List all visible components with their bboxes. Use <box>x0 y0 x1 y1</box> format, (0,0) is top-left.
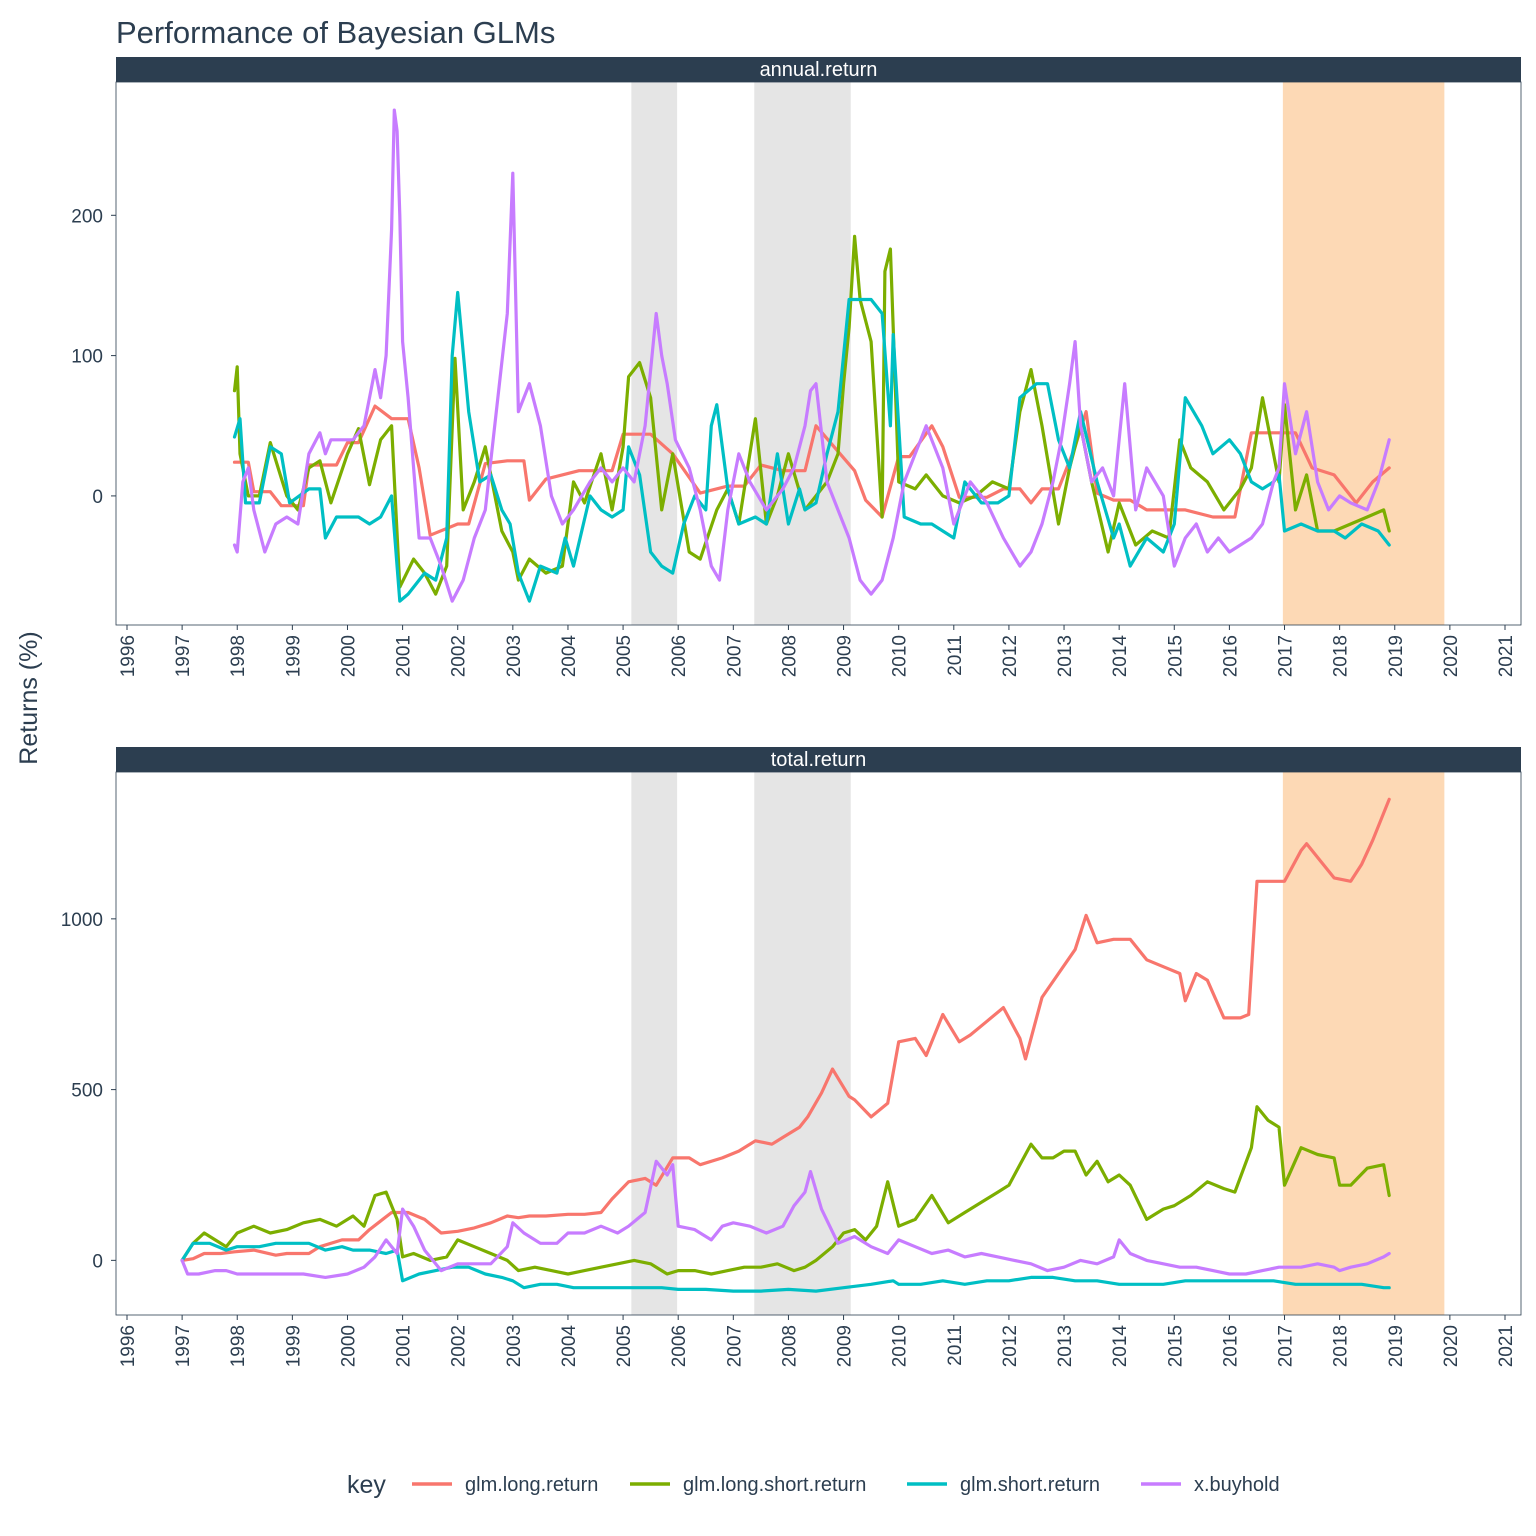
x-tick-label: 2010 <box>890 1325 911 1367</box>
x-tick-label: 2000 <box>338 1325 359 1367</box>
x-tick-label: 2014 <box>1110 1325 1131 1368</box>
x-tick-label: 1996 <box>118 635 139 677</box>
y-tick-label: 100 <box>71 347 103 368</box>
x-tick-label: 2012 <box>1000 1325 1021 1367</box>
legend: key glm.long.return glm.long.short.return… <box>347 1471 1280 1499</box>
panel-total.return: total.return 0 500 1000 1996 1997 1998 1999 2000… <box>61 747 1522 1368</box>
shaded-region-2 <box>754 82 851 625</box>
x-tick-label: 2001 <box>394 635 415 677</box>
x-tick-label: 2008 <box>779 1325 800 1367</box>
x-tick-label: 2004 <box>559 1325 580 1368</box>
x-tick-label: 1999 <box>283 1325 304 1367</box>
x-tick-label: 2000 <box>338 635 359 677</box>
x-tick-label: 2001 <box>394 1325 415 1367</box>
x-tick-label: 2012 <box>1000 635 1021 677</box>
y-tick-label: 500 <box>71 1081 103 1102</box>
y-tick-label: 200 <box>71 206 103 227</box>
x-tick-label: 2004 <box>559 635 580 678</box>
x-tick-label: 2021 <box>1496 1325 1517 1367</box>
x-tick-label: 1998 <box>228 635 249 677</box>
x-tick-label: 2003 <box>504 1325 525 1367</box>
series-line-x-buyhold <box>180 1159 1391 1280</box>
x-tick-label: 2018 <box>1331 1325 1352 1367</box>
facet-strip <box>116 747 1521 772</box>
x-tick-label: 2020 <box>1441 1325 1462 1367</box>
x-tick-label: 2016 <box>1220 635 1241 677</box>
x-tick-label: 2016 <box>1220 1325 1241 1367</box>
x-tick-label: 1999 <box>283 635 304 677</box>
series-line-glm-long-short-return <box>232 234 1391 596</box>
x-tick-label: 2010 <box>890 635 911 677</box>
series-line-glm-short-return <box>180 1241 1391 1293</box>
chart-title: Performance of Bayesian GLMs <box>116 15 555 50</box>
shaded-region-3 <box>1282 772 1445 1315</box>
x-tick-label: 2005 <box>614 1325 635 1367</box>
facet-panels: annual.return 0 100 200 1996 1997 1998 1999 2000… <box>61 57 1522 1368</box>
legend-label-glm-long-short-return: glm.long.short.return <box>683 1474 866 1496</box>
x-tick-label: 2013 <box>1055 1325 1076 1367</box>
x-tick-label: 2011 <box>945 635 966 676</box>
series-line-glm-long-short-return <box>180 1105 1391 1276</box>
legend-label-glm-long-return: glm.long.return <box>465 1474 598 1496</box>
y-tick-label: 1000 <box>61 910 103 931</box>
x-tick-label: 2011 <box>945 1325 966 1366</box>
x-tick-label: 2015 <box>1165 1325 1186 1367</box>
x-tick-label: 2007 <box>724 635 745 677</box>
legend-label-glm-short-return: glm.short.return <box>960 1474 1100 1496</box>
x-tick-label: 2002 <box>449 635 470 677</box>
shaded-region-1 <box>631 82 678 625</box>
x-tick-label: 2006 <box>669 635 690 677</box>
x-tick-label: 2021 <box>1496 635 1517 677</box>
x-tick-label: 2015 <box>1165 635 1186 677</box>
y-tick-label: 0 <box>92 487 103 508</box>
panel-annual.return: annual.return 0 100 200 1996 1997 1998 1999 2000… <box>71 57 1522 678</box>
x-tick-label: 1998 <box>228 1325 249 1367</box>
x-tick-label: 2009 <box>835 1325 856 1367</box>
x-tick-label: 2017 <box>1276 1325 1297 1367</box>
x-tick-label: 2020 <box>1441 635 1462 677</box>
x-tick-label: 2018 <box>1331 635 1352 677</box>
x-tick-label: 1997 <box>173 1325 194 1367</box>
x-tick-label: 2003 <box>504 635 525 677</box>
series-line-x-buyhold <box>232 108 1391 603</box>
series-line-glm-short-return <box>232 290 1391 603</box>
x-tick-label: 2007 <box>724 1325 745 1367</box>
x-tick-label: 2005 <box>614 635 635 677</box>
x-tick-label: 2006 <box>669 1325 690 1367</box>
shaded-region-2 <box>754 772 851 1315</box>
x-tick-label: 2019 <box>1386 635 1407 677</box>
shaded-region-1 <box>631 772 678 1315</box>
x-tick-label: 2009 <box>835 635 856 677</box>
shaded-region-3 <box>1282 82 1445 625</box>
facet-strip-label: annual.return <box>760 59 878 81</box>
x-tick-label: 2002 <box>449 1325 470 1367</box>
x-tick-label: 1997 <box>173 635 194 677</box>
legend-title: key <box>347 1471 386 1499</box>
x-tick-label: 2014 <box>1110 635 1131 678</box>
y-axis-title: Returns (%) <box>15 631 43 764</box>
facet-strip-label: total.return <box>771 749 867 771</box>
y-tick-label: 0 <box>92 1251 103 1272</box>
facet-strip <box>116 57 1521 82</box>
x-tick-label: 1996 <box>118 1325 139 1367</box>
legend-label-x-buyhold: x.buyhold <box>1194 1474 1280 1496</box>
x-tick-label: 2017 <box>1276 635 1297 677</box>
x-tick-label: 2008 <box>779 635 800 677</box>
x-tick-label: 2013 <box>1055 635 1076 677</box>
x-tick-label: 2019 <box>1386 1325 1407 1367</box>
